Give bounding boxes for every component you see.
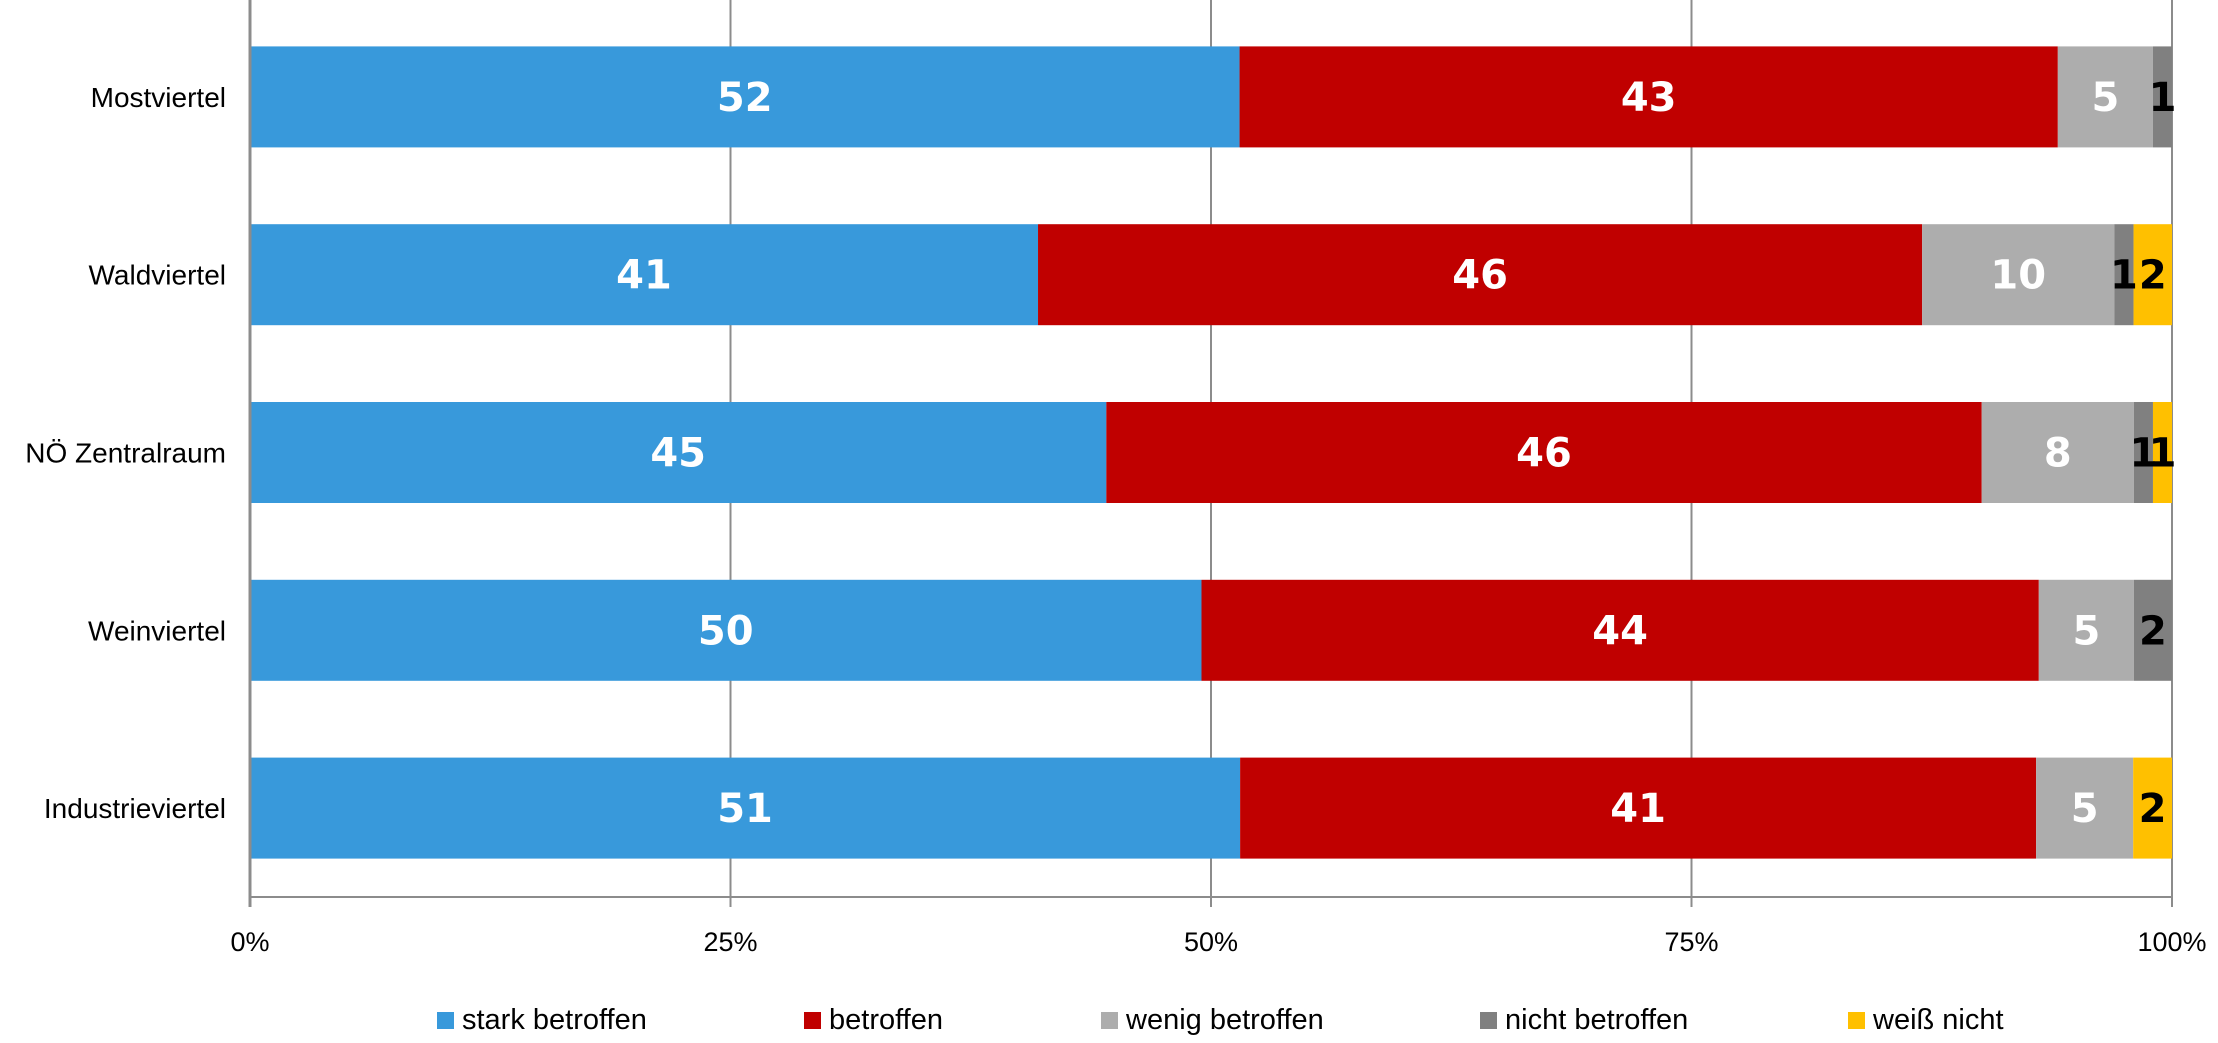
data-label: 10: [1990, 253, 2046, 299]
data-label: 1: [2149, 75, 2177, 121]
data-label: 2: [2139, 786, 2167, 832]
bar-segment: [1201, 579, 2039, 681]
legend-swatch: [1848, 1012, 1865, 1029]
legend-item: stark betroffen: [437, 1004, 647, 1037]
bar-segment: [2114, 224, 2134, 326]
x-tick-label: 100%: [2137, 927, 2206, 957]
bar-segment: [2152, 402, 2172, 503]
data-label: 44: [1592, 608, 1648, 654]
legend-label: nicht betroffen: [1505, 1004, 1689, 1036]
x-tick-label: 75%: [1664, 927, 1718, 957]
data-label: 50: [698, 608, 754, 654]
bar-segment: [2038, 579, 2134, 681]
legend-swatch: [1101, 1012, 1118, 1029]
legend-label: weiß nicht: [1873, 1004, 2004, 1036]
legend-label: stark betroffen: [462, 1004, 647, 1036]
data-label: 8: [2044, 431, 2072, 477]
data-label: 5: [2091, 75, 2119, 121]
category-label: Mostviertel: [91, 82, 226, 113]
bar-segment: [1981, 402, 2134, 503]
legend-item: wenig betroffen: [1101, 1004, 1324, 1037]
data-label: 1: [2149, 431, 2177, 477]
bar-segment: [1240, 757, 2037, 859]
bar-segment: [250, 579, 1202, 681]
data-label: 5: [2072, 608, 2100, 654]
bar-segment: [2133, 579, 2172, 681]
legend-item: weiß nicht: [1848, 1004, 2004, 1037]
data-label: 41: [1610, 786, 1666, 832]
x-tick-label: 25%: [703, 927, 757, 957]
data-label: 52: [717, 75, 773, 121]
legend-item: nicht betroffen: [1480, 1004, 1688, 1037]
data-label: 46: [1452, 253, 1508, 299]
category-label: Weinviertel: [88, 615, 226, 646]
data-label: 5: [2071, 786, 2099, 832]
bar-segment: [1106, 402, 1982, 503]
bar-segment: [250, 757, 1241, 859]
category-label: Industrieviertel: [44, 793, 226, 824]
bar-segment: [2133, 757, 2172, 859]
legend-label: betroffen: [829, 1004, 943, 1036]
legend-swatch: [1480, 1012, 1497, 1029]
data-label: 2: [2139, 608, 2167, 654]
bar-segment: [2133, 224, 2172, 326]
data-label: 1: [2110, 253, 2138, 299]
bar-segment: [2133, 402, 2153, 503]
bar-segment: [250, 402, 1107, 503]
bar-segment: [1922, 224, 2115, 326]
data-label: 2: [2139, 253, 2167, 299]
legend-swatch: [437, 1012, 454, 1029]
legend: stark betroffen betroffen wenig betroffen n…: [0, 1004, 2218, 1043]
category-label: NÖ Zentralraum: [25, 438, 226, 469]
category-label: Waldviertel: [89, 260, 226, 291]
data-label: 41: [616, 253, 672, 299]
bar-segment: [250, 46, 1240, 148]
legend-label: wenig betroffen: [1126, 1004, 1324, 1036]
legend-item: betroffen: [804, 1004, 943, 1037]
data-label: 51: [717, 786, 773, 832]
data-label: 43: [1621, 75, 1677, 121]
data-label: 46: [1516, 431, 1572, 477]
bars: [250, 46, 2172, 859]
bar-segment: [1239, 46, 2058, 148]
x-tick-label: 50%: [1184, 927, 1238, 957]
data-label: 1: [2130, 431, 2158, 477]
bar-segment: [2036, 757, 2134, 859]
x-tick-label: 0%: [230, 927, 269, 957]
legend-swatch: [804, 1012, 821, 1029]
data-label: 45: [650, 431, 706, 477]
bar-segment: [1038, 224, 1923, 326]
axes: [248, 0, 2173, 907]
bar-segment: [250, 224, 1039, 326]
bar-segment: [2057, 46, 2153, 148]
bar-segment: [2152, 46, 2172, 148]
